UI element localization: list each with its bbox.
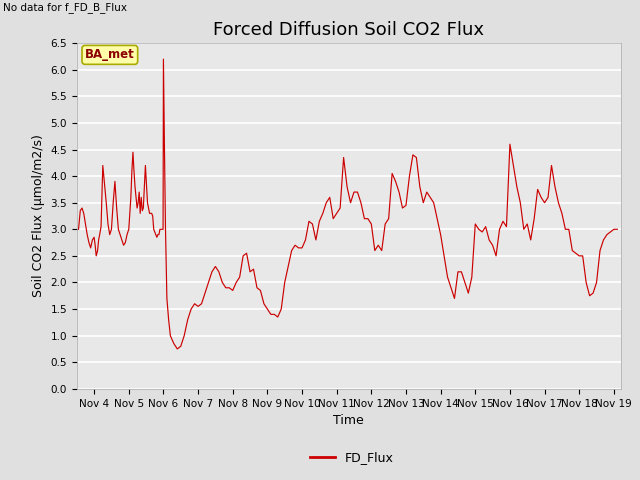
Text: No data for f_FD_B_Flux: No data for f_FD_B_Flux [3,2,127,13]
Text: BA_met: BA_met [85,48,134,61]
Title: Forced Diffusion Soil CO2 Flux: Forced Diffusion Soil CO2 Flux [213,21,484,39]
X-axis label: Time: Time [333,414,364,427]
Legend: FD_Flux: FD_Flux [305,446,399,469]
Y-axis label: Soil CO2 Flux (μmol/m2/s): Soil CO2 Flux (μmol/m2/s) [32,134,45,298]
